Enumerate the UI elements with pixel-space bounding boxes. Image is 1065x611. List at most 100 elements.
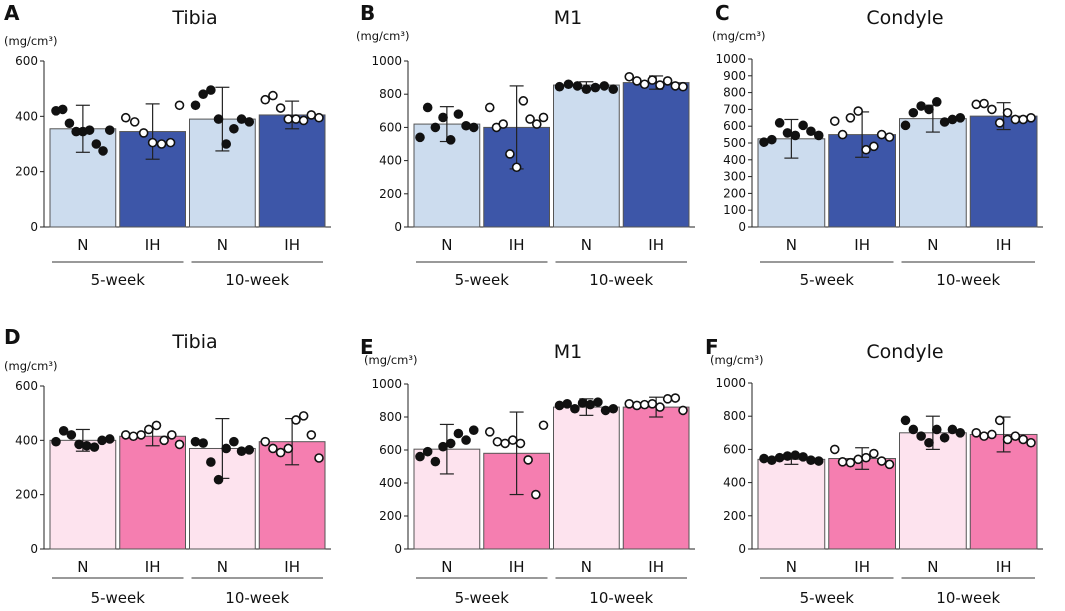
data-point: [66, 430, 77, 440]
data-point: [869, 448, 879, 459]
data-point: [994, 118, 1005, 128]
data-point: [570, 403, 580, 414]
data-point: [1018, 114, 1028, 125]
data-point: [884, 132, 895, 142]
data-point: [453, 428, 464, 439]
data-point: [1010, 114, 1021, 125]
data-point: [813, 456, 824, 466]
data-point: [662, 394, 673, 404]
bar: [828, 458, 896, 550]
chart-title: Tibia: [171, 7, 217, 29]
data-point: [624, 71, 635, 82]
data-point: [837, 129, 848, 140]
data-point: [84, 125, 95, 135]
chart-title: M1: [554, 7, 582, 29]
data-point: [422, 446, 433, 457]
data-point: [97, 435, 107, 446]
y-tick-label: 200: [15, 488, 38, 502]
data-point: [221, 139, 232, 149]
data-point: [120, 430, 131, 440]
data-point: [484, 102, 495, 113]
chart-title: Condyle: [866, 7, 943, 29]
data-point: [670, 81, 681, 91]
data-point: [58, 426, 69, 436]
data-point: [244, 445, 255, 455]
data-point: [515, 438, 526, 449]
data-point: [283, 114, 294, 124]
data-point: [853, 454, 864, 465]
data-point: [853, 106, 864, 116]
x-category-label: IH: [145, 236, 161, 254]
panel-e: E M1 (mg/cm³) 0 200 400 600 800 1000 N IH N IH 5-week…: [360, 335, 695, 607]
data-point: [759, 137, 769, 147]
data-point: [531, 489, 541, 500]
group-label: 5-week: [91, 271, 146, 289]
data-point: [1010, 431, 1021, 441]
data-point: [900, 120, 911, 131]
x-category-label: IH: [996, 558, 1012, 576]
data-point: [147, 137, 158, 148]
data-point: [908, 107, 919, 118]
data-point: [484, 427, 495, 437]
data-point: [608, 84, 619, 95]
bar: [969, 115, 1038, 228]
panel-letter: E: [360, 335, 374, 359]
panel-b: B M1 (mg/cm³) 0 200 400 600 800 1000 N IH N IH 5-week…: [356, 1, 695, 289]
data-point: [291, 415, 301, 425]
group-label: 10-week: [589, 589, 653, 607]
panel-letter: A: [4, 1, 20, 25]
data-point: [438, 112, 448, 123]
data-point: [198, 438, 208, 448]
data-point: [806, 455, 816, 465]
data-point: [283, 443, 294, 454]
y-tick-label: 1000: [371, 54, 402, 68]
panel-letter: B: [360, 1, 375, 25]
data-point: [662, 76, 673, 86]
data-point: [593, 397, 603, 407]
data-point: [987, 104, 997, 115]
data-point: [445, 135, 456, 145]
data-point: [229, 123, 239, 134]
y-axis-unit-label: (mg/cm³): [4, 34, 58, 48]
data-point: [143, 424, 154, 435]
panel-letter: F: [705, 335, 719, 359]
data-point: [767, 455, 777, 465]
group-label: 10-week: [936, 271, 1000, 289]
data-point: [453, 109, 464, 119]
data-point: [244, 117, 255, 127]
data-point: [314, 112, 324, 123]
data-point: [987, 429, 997, 440]
x-category-label: N: [581, 236, 592, 254]
data-point: [647, 398, 658, 409]
chart-title: Condyle: [866, 341, 943, 363]
data-point: [500, 438, 510, 449]
y-tick-label: 400: [379, 154, 402, 168]
bar: [622, 82, 690, 228]
data-point: [790, 130, 801, 141]
data-point: [1026, 437, 1036, 448]
data-point: [632, 400, 642, 411]
data-point: [174, 100, 185, 111]
data-point: [554, 81, 565, 92]
x-category-label: N: [77, 236, 88, 254]
data-point: [994, 415, 1005, 426]
y-tick-label: 0: [738, 220, 746, 234]
data-point: [670, 393, 681, 403]
data-point: [492, 436, 503, 447]
data-point: [422, 102, 433, 113]
data-point: [268, 90, 278, 101]
data-point: [438, 441, 448, 452]
data-point: [525, 114, 535, 124]
data-point: [798, 120, 808, 131]
data-point: [955, 427, 966, 438]
data-point: [554, 400, 565, 411]
data-point: [104, 434, 115, 444]
x-category-label: IH: [145, 558, 161, 576]
x-category-label: IH: [284, 558, 300, 576]
y-tick-label: 700: [723, 102, 746, 116]
x-category-label: IH: [854, 236, 870, 254]
x-category-label: IH: [648, 236, 664, 254]
group-label: 5-week: [455, 589, 510, 607]
data-point: [639, 399, 650, 410]
